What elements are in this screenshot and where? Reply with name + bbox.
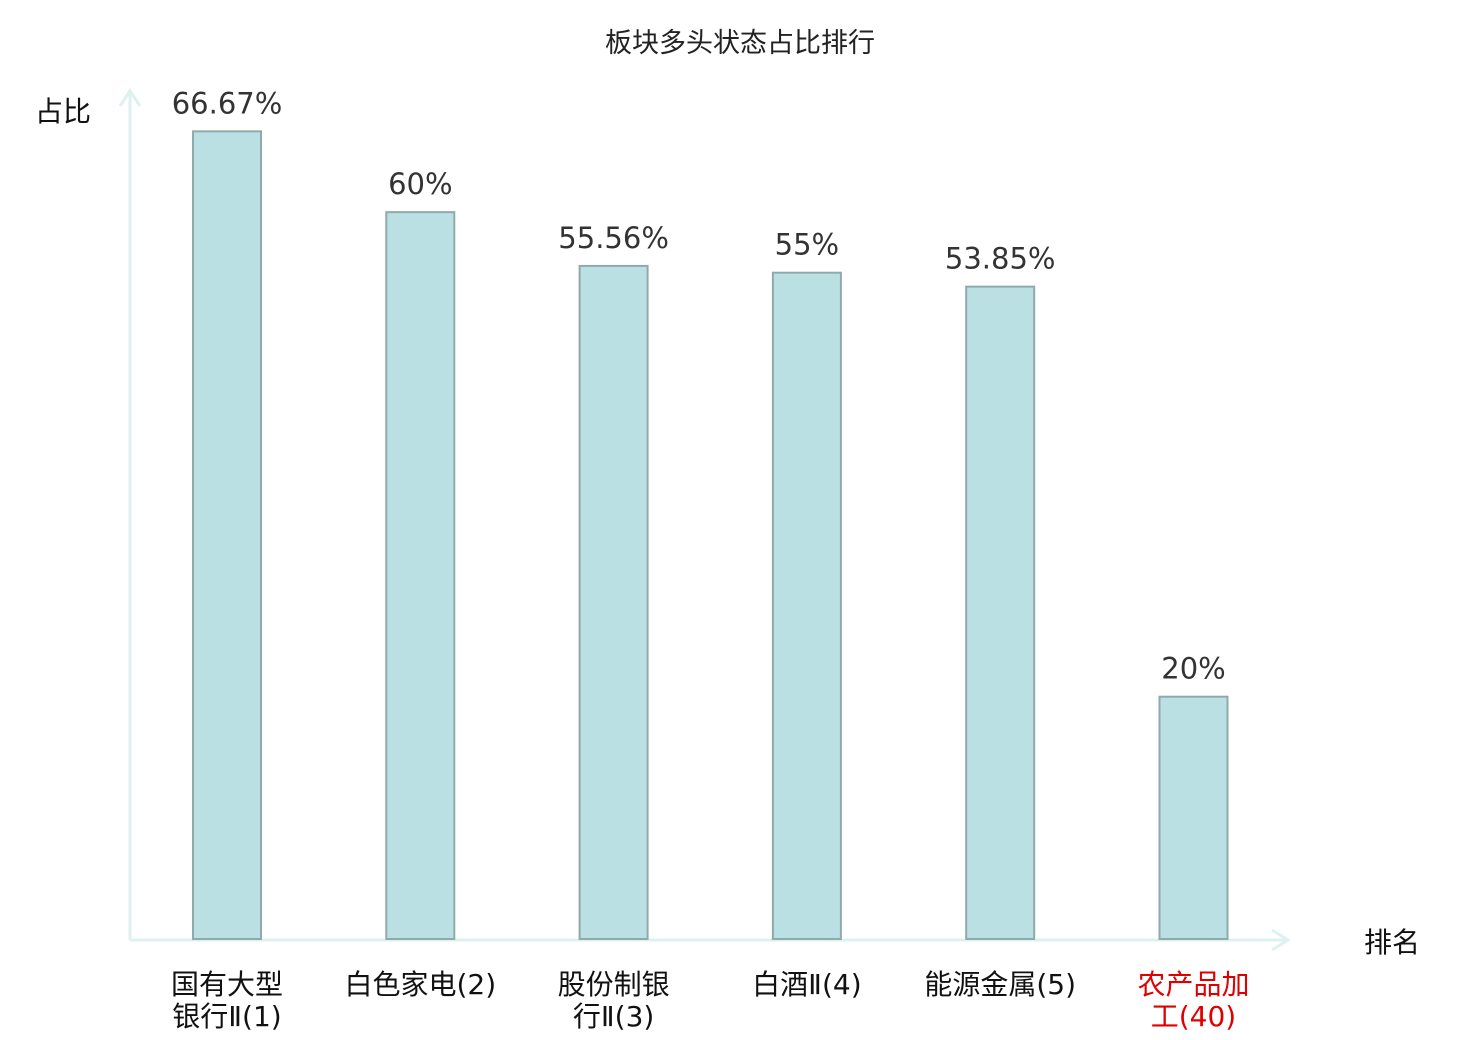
data-label: 20% [1161, 652, 1225, 686]
y-axis [118, 88, 142, 940]
x-tick-label: 工(40) [1151, 1000, 1236, 1033]
x-tick-label: 白色家电(2) [344, 968, 496, 1001]
bar [1158, 695, 1229, 941]
x-tick-label: 行Ⅱ(3) [573, 1000, 654, 1033]
x-axis-label: 排名 [1364, 926, 1420, 959]
x-tick-label: 能源金属(5) [924, 968, 1076, 1001]
data-label: 60% [388, 167, 452, 201]
data-label: 55% [775, 228, 839, 262]
x-tick-label: 白酒Ⅱ(4) [752, 968, 861, 1001]
bar [578, 264, 649, 940]
data-label: 53.85% [945, 242, 1056, 276]
x-tick-label: 农产品加 [1137, 968, 1249, 1001]
data-labels: 66.67% 60% 55.56% 55% 53.85% 20% [172, 86, 1226, 685]
data-label: 66.67% [172, 86, 283, 120]
data-label: 55.56% [558, 221, 669, 255]
x-tick-label: 国有大型 [171, 968, 283, 1001]
bar [385, 211, 456, 940]
bars [192, 130, 1229, 941]
x-tick-label: 银行Ⅱ(1) [172, 1000, 281, 1033]
bar [192, 130, 262, 940]
bar [771, 271, 842, 940]
x-axis [130, 928, 1291, 952]
chart-title: 板块多头状态占比排行 [605, 28, 875, 59]
y-axis-label: 占比 [35, 95, 91, 128]
bar [965, 285, 1036, 941]
x-tick-label: 股份制银 [558, 968, 670, 1001]
